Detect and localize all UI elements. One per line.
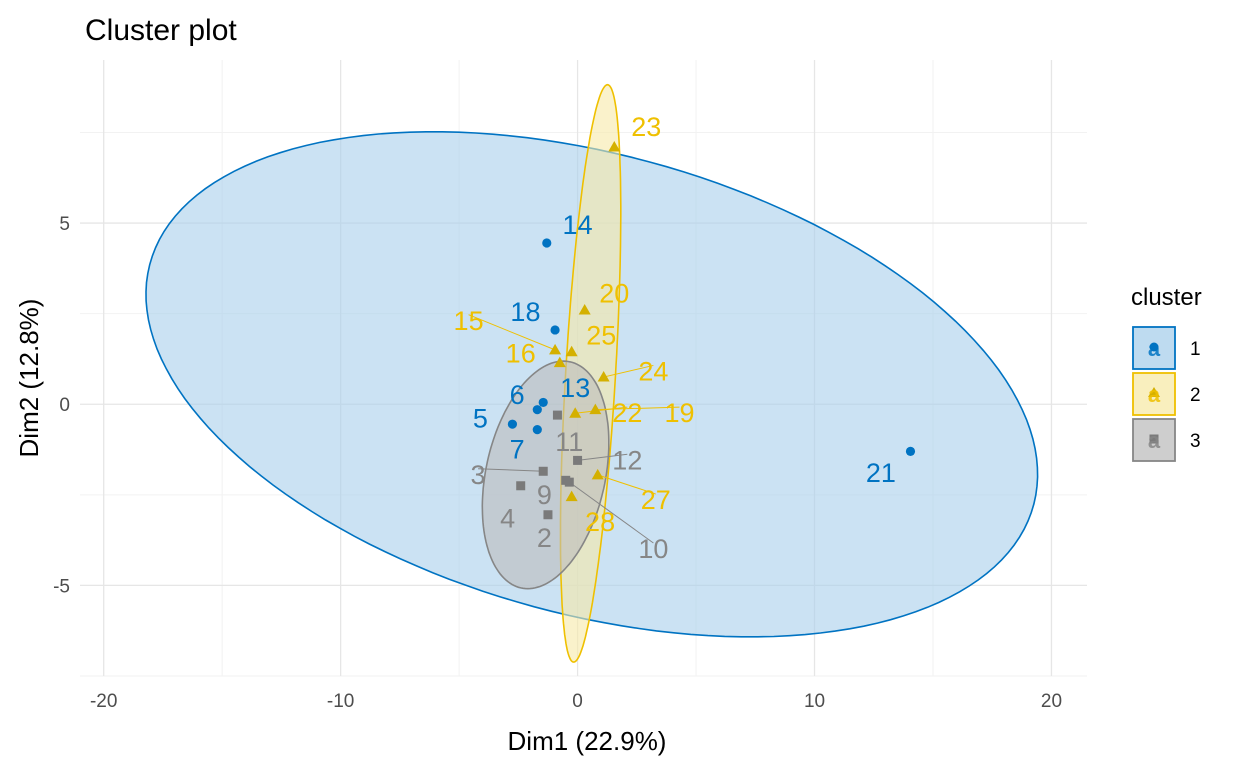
- label-leader-lines: [468, 314, 680, 544]
- point-2: [543, 510, 553, 520]
- cluster-points: [507, 140, 916, 520]
- point-label-11: 11: [555, 427, 583, 457]
- point-label-2: 2: [537, 523, 552, 553]
- point-label-18: 18: [510, 297, 540, 327]
- point-label-5: 5: [473, 404, 488, 434]
- legend-title: cluster: [1131, 284, 1202, 311]
- cluster-ellipses: [145, 83, 1039, 663]
- legend-key-3: [1132, 418, 1176, 462]
- point-6: [538, 397, 548, 408]
- leader-line-27: [597, 474, 656, 495]
- point-label-25: 25: [586, 320, 616, 350]
- point-label-6: 6: [510, 380, 525, 410]
- point-label-10: 10: [638, 534, 668, 564]
- point-label-4: 4: [500, 503, 515, 533]
- point-5: [507, 419, 518, 429]
- point-label-15: 15: [454, 306, 484, 336]
- y-tick-label: 0: [59, 395, 70, 416]
- legend-marker-2: [1148, 387, 1160, 397]
- point-label-28: 28: [585, 507, 615, 537]
- point-label-9: 9: [537, 480, 552, 510]
- x-axis-title: Dim1 (22.9%): [508, 726, 667, 756]
- point-label-13: 13: [560, 373, 590, 403]
- point-7: [532, 425, 542, 435]
- leader-line-19: [595, 406, 680, 411]
- point-27: [591, 468, 604, 480]
- point-15: [549, 343, 562, 355]
- leader-line-15: [468, 314, 556, 351]
- point-16: [553, 356, 566, 368]
- point-10: [564, 477, 574, 487]
- point-4: [516, 481, 526, 491]
- leader-line-24: [603, 364, 654, 378]
- leader-line-10: [568, 481, 654, 544]
- x-tick-label: -10: [327, 691, 354, 712]
- x-tick-label: 0: [572, 691, 583, 712]
- point-19: [589, 403, 602, 415]
- legend-label-2: 2: [1190, 385, 1201, 406]
- point-18: [550, 325, 560, 335]
- legend-glyph-3: a: [1148, 428, 1161, 453]
- point-20: [578, 304, 591, 315]
- point-label-22: 22: [612, 398, 642, 428]
- point-13: [532, 405, 542, 415]
- point-labels: 14 18 6 13 57 21 23 20 15 16 25 24 22 19 27 28 11 12 349 10…: [454, 112, 896, 564]
- point-label-27: 27: [641, 485, 671, 515]
- legend-marker-1: [1149, 342, 1159, 352]
- point-label-23: 23: [631, 112, 661, 142]
- leader-line-12: [577, 453, 628, 461]
- point-label-7: 7: [510, 434, 525, 464]
- point-25: [565, 345, 578, 357]
- point-21: [905, 446, 916, 456]
- leader-line-3: [478, 468, 544, 472]
- legend: cluster a 1 a 2 a 3: [1131, 284, 1202, 462]
- point-12: [573, 455, 583, 465]
- x-tick-label: 10: [804, 691, 825, 712]
- leader-line-22: [575, 406, 628, 414]
- y-tick-label: -5: [53, 576, 70, 597]
- x-tick-label: -20: [90, 691, 117, 712]
- legend-glyph-2: a: [1148, 382, 1161, 407]
- legend-label-1: 1: [1190, 339, 1201, 360]
- legend-marker-3: [1149, 434, 1159, 444]
- point-3: [538, 466, 548, 476]
- point-label-14: 14: [563, 210, 593, 240]
- legend-label-3: 3: [1190, 431, 1201, 452]
- point-label-16: 16: [506, 338, 536, 368]
- point-14: [542, 238, 552, 248]
- point-label-19: 19: [664, 398, 694, 428]
- point-11: [552, 410, 562, 420]
- point-label-3: 3: [471, 460, 486, 490]
- x-tick-label: 20: [1041, 691, 1062, 712]
- y-axis-title: Dim2 (12.8%): [14, 299, 44, 458]
- axis-tick-labels: -20 -10 0 10 20 -5 0 5: [53, 214, 1062, 712]
- point-label-21: 21: [866, 458, 896, 488]
- point-23: [608, 140, 621, 152]
- chart-title: Cluster plot: [85, 14, 237, 47]
- point-label-24: 24: [638, 357, 668, 387]
- point-24: [597, 371, 610, 382]
- point-label-12: 12: [612, 445, 642, 475]
- point-28: [565, 490, 578, 502]
- point-22: [569, 407, 582, 418]
- legend-key-2: [1132, 372, 1176, 416]
- point-label-20: 20: [599, 279, 629, 309]
- legend-glyph-1: a: [1148, 336, 1161, 361]
- y-tick-label: 5: [59, 214, 70, 235]
